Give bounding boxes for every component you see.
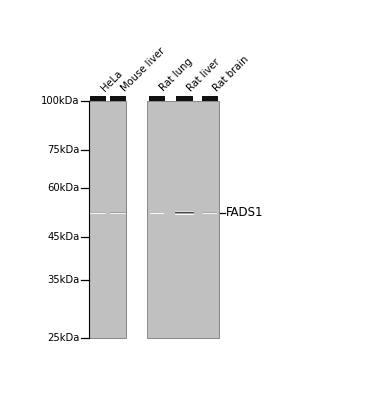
Bar [110,96,126,101]
Text: Mouse liver: Mouse liver [119,46,167,93]
Text: 60kDa: 60kDa [47,183,79,193]
Bar [176,96,193,101]
Text: HeLa: HeLa [99,68,124,93]
Text: Rat brain: Rat brain [211,54,251,93]
Bar [88,101,126,338]
Bar [149,96,165,101]
Text: 45kDa: 45kDa [47,232,79,242]
Bar [202,96,218,101]
Text: FADS1: FADS1 [226,206,264,219]
Text: 25kDa: 25kDa [47,332,79,342]
Text: 35kDa: 35kDa [47,275,79,285]
Text: Rat liver: Rat liver [186,57,222,93]
Text: 100kDa: 100kDa [41,96,79,106]
Bar [147,101,219,338]
Text: Rat lung: Rat lung [158,57,195,93]
Bar [90,96,106,101]
Text: 75kDa: 75kDa [47,145,79,155]
